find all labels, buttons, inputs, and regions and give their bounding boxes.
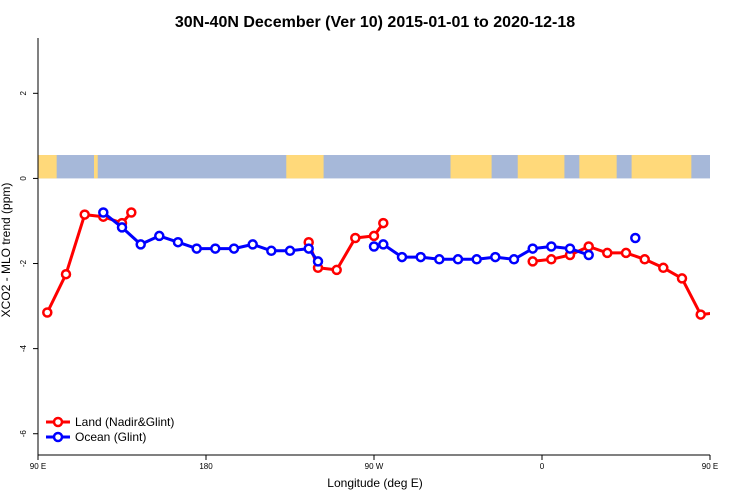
- x-tick-label-3: 0: [540, 462, 545, 471]
- x-tick-label-0: 90 E: [30, 462, 46, 471]
- y-axis-label: XCO2 - MLO trend (ppm): [0, 183, 13, 318]
- land-point: [620, 247, 632, 259]
- land-point: [658, 262, 669, 274]
- ocean-point: [266, 245, 277, 257]
- ocean-point: [396, 251, 408, 263]
- ocean-point: [527, 243, 538, 254]
- landmask-land-3: [450, 155, 492, 179]
- landmask-land-5: [579, 155, 617, 179]
- land-point: [602, 247, 613, 259]
- land-point: [715, 309, 723, 317]
- ocean-point: [247, 239, 258, 250]
- landmask-land-4: [517, 155, 565, 179]
- land-point: [639, 254, 650, 265]
- legend-label-land: Land (Nadir&Glint): [75, 415, 174, 429]
- x-axis: 90 E 180 90 W 0 90 E: [30, 455, 718, 471]
- y-tick-label-1: 0: [19, 176, 28, 181]
- legend: Land (Nadir&Glint) Ocean (Glint): [46, 415, 174, 444]
- x-tick-label-4: 90 E: [702, 462, 718, 471]
- ocean-point: [154, 230, 165, 242]
- ocean-point: [583, 249, 594, 261]
- legend-marker-ocean: [52, 431, 64, 443]
- land-point: [79, 209, 90, 220]
- ocean-point: [434, 254, 445, 265]
- ocean-point: [452, 254, 464, 265]
- landmask-land-6: [631, 155, 692, 179]
- ocean-point: [228, 243, 240, 254]
- land-point: [126, 207, 137, 218]
- landmask-land-1: [94, 155, 98, 179]
- land-point: [368, 230, 380, 242]
- ocean-point: [172, 236, 184, 248]
- ocean-point: [312, 256, 324, 267]
- land-point: [695, 309, 706, 320]
- ocean-point: [630, 232, 641, 244]
- ocean-point: [368, 241, 380, 252]
- land-point: [60, 268, 72, 280]
- ocean-point: [471, 254, 482, 265]
- y-tick-label-4: -6: [19, 430, 28, 438]
- land-point: [676, 273, 688, 284]
- ocean-point: [546, 241, 557, 252]
- landmask-band: [38, 155, 710, 179]
- land-point: [583, 241, 594, 252]
- ocean-point: [490, 251, 501, 263]
- legend-label-ocean: Ocean (Glint): [75, 430, 146, 444]
- ocean-point: [284, 245, 296, 257]
- ocean-line-0: [102, 211, 320, 263]
- ocean-point: [564, 243, 576, 254]
- y-tick-label-3: -4: [19, 345, 28, 353]
- landmask-land-0: [38, 155, 57, 179]
- landmask-land-2: [286, 155, 324, 179]
- chart-title: 30N-40N December (Ver 10) 2015-01-01 to …: [175, 14, 575, 31]
- y-tick-label-0: 2: [19, 91, 28, 96]
- x-axis-label: Longitude (deg E): [327, 476, 422, 490]
- series-layer: [42, 207, 742, 320]
- ocean-point: [378, 239, 389, 250]
- land-point: [350, 232, 361, 244]
- land-line-2: [532, 245, 710, 317]
- legend-marker-land: [52, 416, 64, 428]
- x-tick-label-2: 90 W: [365, 462, 384, 471]
- ocean-point: [303, 243, 314, 254]
- land-point: [734, 270, 742, 278]
- ocean-point: [98, 207, 109, 218]
- y-axis: 2 0 -2 -4 -6: [19, 91, 38, 438]
- land-point: [42, 307, 53, 318]
- x-tick-label-1: 180: [199, 462, 213, 471]
- ocean-point: [210, 243, 221, 254]
- land-point: [378, 217, 389, 229]
- land-point: [331, 264, 342, 276]
- ocean-point: [116, 222, 128, 233]
- land-point: [546, 254, 557, 265]
- ocean-point: [415, 251, 426, 263]
- ocean-point: [508, 254, 520, 265]
- y-tick-label-2: -2: [19, 259, 28, 267]
- land-point: [527, 256, 538, 267]
- ocean-point: [191, 243, 202, 254]
- ocean-point: [135, 239, 146, 250]
